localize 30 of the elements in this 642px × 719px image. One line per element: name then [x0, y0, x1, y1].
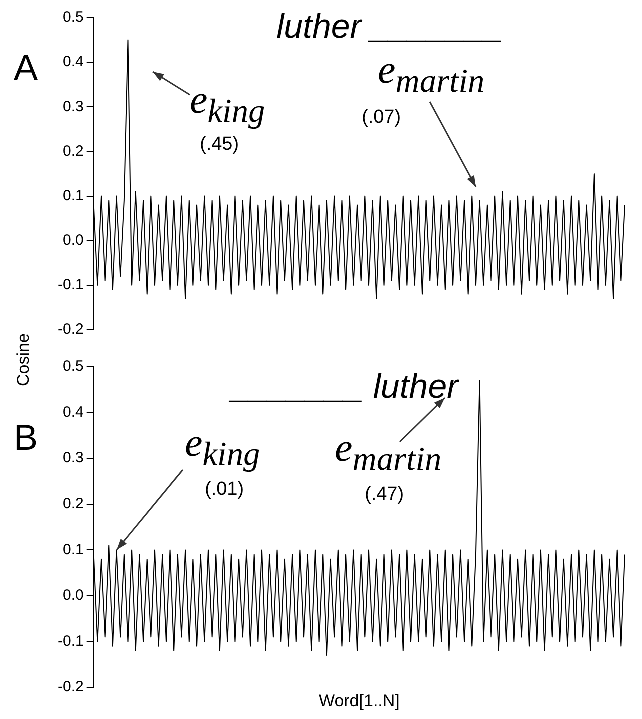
y-tick-label: -0.2: [58, 678, 84, 696]
y-tick-label: 0.4: [62, 404, 84, 421]
y-tick-label: 0.3: [62, 450, 84, 467]
annotation: (.47): [365, 484, 404, 505]
y-tick-label: 0.2: [62, 496, 84, 513]
y-tick-label: 0.4: [62, 54, 84, 71]
y-tick-label: 0.0: [62, 232, 84, 249]
text: A: [14, 47, 38, 88]
annotation: e$_{martin}$: [378, 47, 485, 100]
annotation: (.45): [200, 134, 240, 155]
annotation: (.01): [205, 479, 244, 500]
y-tick-label: 0.1: [62, 187, 84, 204]
annotation: (.07): [362, 107, 402, 128]
annotation: e$_{king}$: [190, 77, 266, 130]
y-tick-label: 0.3: [62, 98, 84, 116]
y-tick-label: 0.5: [62, 358, 84, 376]
y-tick-label: -0.2: [58, 321, 84, 338]
annotation: e$_{martin}$: [335, 425, 442, 478]
y-tick-label: 0.0: [62, 587, 84, 604]
y-axis-title: Cosine: [14, 332, 34, 388]
y-tick-label: 0.1: [62, 541, 84, 558]
y-tick-label: -0.1: [58, 632, 84, 650]
x-axis-title: Word[1..N]: [318, 691, 400, 710]
chart-title: luther _______: [276, 8, 504, 46]
text: B: [14, 417, 38, 458]
annotation: e$_{king}$: [185, 420, 260, 473]
chart-title: _______ luther: [232, 368, 458, 406]
y-tick-label: 0.5: [62, 9, 84, 26]
y-tick-label: -0.1: [58, 276, 84, 294]
y-tick-label: 0.2: [62, 142, 84, 160]
